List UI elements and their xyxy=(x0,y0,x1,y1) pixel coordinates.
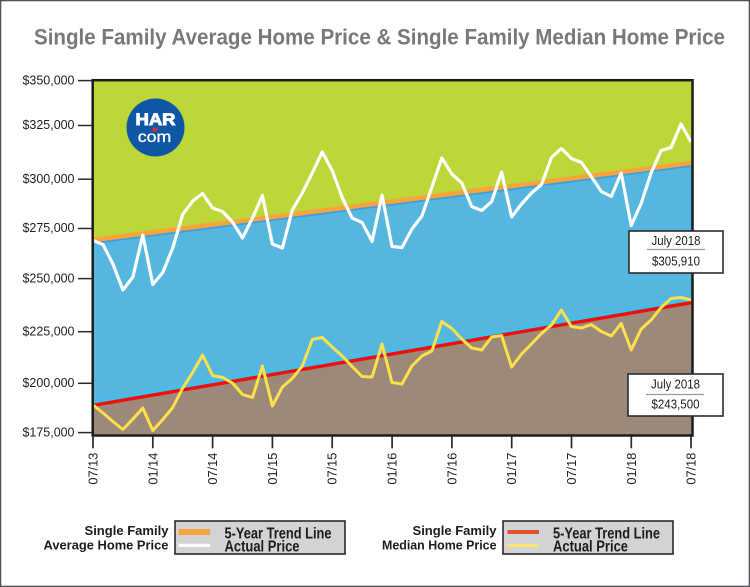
svg-text:$243,500: $243,500 xyxy=(652,397,700,412)
svg-text:Average Home Price: Average Home Price xyxy=(44,537,169,552)
svg-text:Single Family Average Home Pri: Single Family Average Home Price & Singl… xyxy=(34,25,725,50)
svg-text:01/18: 01/18 xyxy=(624,453,639,485)
svg-text:$200,000: $200,000 xyxy=(23,375,75,390)
svg-text:Actual Price: Actual Price xyxy=(225,539,300,556)
svg-text:$225,000: $225,000 xyxy=(23,323,75,338)
svg-text:01/16: 01/16 xyxy=(385,453,400,485)
svg-text:01/15: 01/15 xyxy=(265,453,280,485)
svg-text:07/14: 07/14 xyxy=(205,453,220,485)
svg-text:Single Family: Single Family xyxy=(413,523,498,538)
svg-text:July 2018: July 2018 xyxy=(652,233,701,248)
svg-text:07/16: 07/16 xyxy=(444,453,459,485)
svg-text:$350,000: $350,000 xyxy=(23,72,75,87)
svg-text:$175,000: $175,000 xyxy=(23,424,75,439)
svg-text:01/14: 01/14 xyxy=(145,453,160,485)
svg-text:07/15: 07/15 xyxy=(325,453,340,485)
svg-text:com: com xyxy=(138,129,172,146)
svg-text:$305,910: $305,910 xyxy=(652,253,700,268)
svg-text:$300,000: $300,000 xyxy=(23,171,75,186)
svg-text:Median Home Price: Median Home Price xyxy=(382,537,497,552)
svg-text:5-Year Trend Line: 5-Year Trend Line xyxy=(553,525,660,542)
svg-text:$275,000: $275,000 xyxy=(23,220,75,235)
svg-text:07/13: 07/13 xyxy=(86,453,101,485)
svg-text:Single Family: Single Family xyxy=(85,523,170,538)
svg-text:01/17: 01/17 xyxy=(504,453,519,485)
svg-text:07/17: 07/17 xyxy=(564,453,579,485)
svg-text:Actual Price: Actual Price xyxy=(553,539,628,556)
svg-text:$325,000: $325,000 xyxy=(23,117,75,132)
svg-text:5-Year Trend Line: 5-Year Trend Line xyxy=(225,525,332,542)
svg-text:07/18: 07/18 xyxy=(684,453,699,485)
svg-text:July 2018: July 2018 xyxy=(651,376,700,391)
svg-text:HAR: HAR xyxy=(136,111,176,129)
svg-text:$250,000: $250,000 xyxy=(23,270,75,285)
